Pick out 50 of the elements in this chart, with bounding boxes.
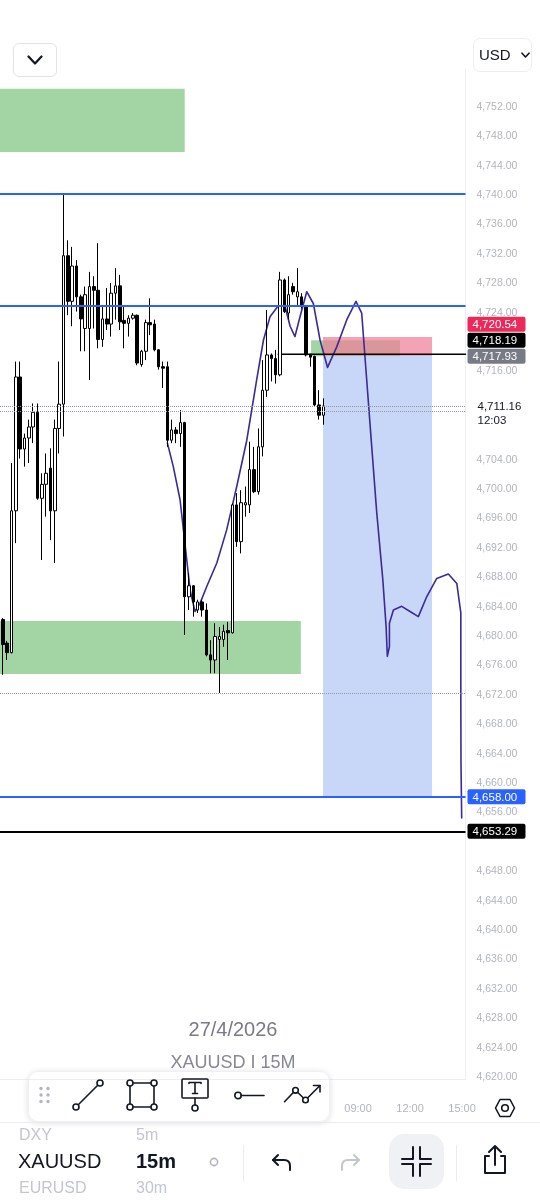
y-tick-label: 4,676.00 — [476, 658, 518, 671]
y-tick-label: 4,700.00 — [476, 482, 518, 494]
y-tick-label: 4,644.00 — [476, 893, 518, 906]
y-tick-label: 4,740.00 — [476, 187, 518, 200]
text: DXY — [19, 1125, 52, 1144]
y-tick-label: 4,732.00 — [476, 246, 518, 259]
y-tick-label: 4,736.00 — [476, 217, 518, 230]
y-tick-label: 4,744.00 — [476, 158, 518, 171]
y-tick-label: 4,640.00 — [476, 923, 518, 936]
y-tick-label: 4,684.00 — [476, 599, 518, 612]
ref-line-label: 4,711.16 — [477, 399, 522, 412]
y-tick-label: 4,656.00 — [476, 805, 518, 818]
y-tick-label: 4,664.00 — [476, 746, 518, 759]
text: 4,720.54 — [472, 318, 518, 331]
text: 30m — [136, 1178, 168, 1197]
x-tick-label: 15:00 — [448, 1101, 476, 1114]
y-tick-label: 4,692.00 — [476, 540, 518, 553]
x-tick-label: 12:00 — [396, 1101, 424, 1114]
y-tick-label: 4,624.00 — [476, 1040, 518, 1053]
y-tick-label: 4,696.00 — [476, 511, 518, 524]
y-tick-label: 4,632.00 — [476, 981, 518, 994]
y-tick-label: 4,672.00 — [476, 687, 518, 700]
y-tick-label: 4,728.00 — [476, 276, 518, 289]
y-tick-label: 4,752.00 — [476, 99, 518, 112]
y-tick-label: 4,648.00 — [476, 864, 518, 877]
y-tick-label: 4,636.00 — [476, 952, 518, 965]
y-tick-label: 4,748.00 — [476, 129, 518, 142]
annotation: 27/4/2026 — [188, 1018, 278, 1040]
y-tick-label: 4,688.00 — [476, 570, 518, 583]
y-tick-label: 4,716.00 — [476, 364, 518, 377]
y-tick-label: 4,680.00 — [476, 629, 518, 642]
text: 15m — [136, 1150, 177, 1173]
y-tick-label: 4,660.00 — [476, 776, 518, 789]
ref-line-label: 4,653.29 — [472, 825, 518, 838]
ref-line-label: 4,658.00 — [472, 790, 518, 803]
x-tick-label: 09:00 — [344, 1101, 372, 1114]
annotation: XAUUSD I 15M — [170, 1052, 296, 1072]
currency-button: USD — [473, 38, 532, 72]
y-tick-label: 4,668.00 — [476, 717, 518, 730]
y-tick-label: 4,620.00 — [476, 1070, 518, 1083]
text: XAUUSD — [18, 1150, 102, 1173]
data-label: 4,718.19 — [472, 334, 518, 347]
text: EURUSD — [19, 1178, 87, 1197]
y-tick-label: 4,704.00 — [476, 452, 518, 465]
text: 5m — [136, 1125, 159, 1144]
text: 4,717.93 — [472, 350, 518, 363]
y-tick-label: 4,724.00 — [476, 305, 518, 318]
y-axis-title: USD — [479, 46, 511, 64]
y-tick-label: 4,628.00 — [476, 1011, 518, 1024]
text: 12:03 — [477, 413, 507, 426]
